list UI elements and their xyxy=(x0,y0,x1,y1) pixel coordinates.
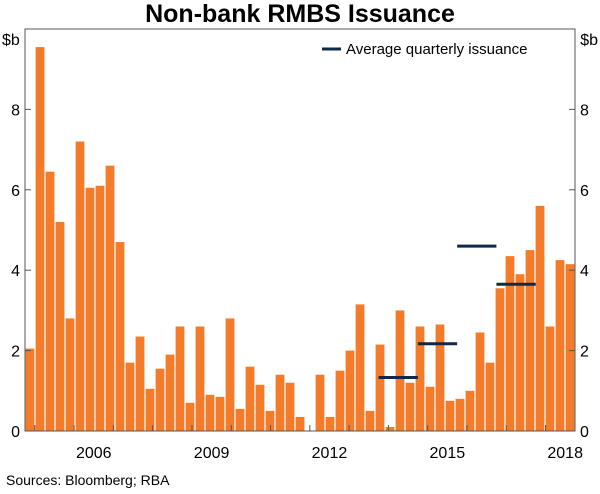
bar xyxy=(495,288,505,431)
x-tick-label: 2012 xyxy=(312,445,348,462)
bar xyxy=(525,250,535,431)
bar xyxy=(35,47,45,432)
bar xyxy=(335,370,345,431)
x-tick-label: 2006 xyxy=(76,445,112,462)
y-axis-unit-left: $b xyxy=(2,32,20,49)
bar xyxy=(115,242,125,431)
bar xyxy=(215,396,225,431)
bar xyxy=(85,187,95,431)
y-tick-label-right: 8 xyxy=(580,102,589,119)
bar xyxy=(425,386,435,431)
y-tick-label-left: 0 xyxy=(11,424,20,441)
x-tick-label: 2018 xyxy=(547,445,583,462)
bar xyxy=(125,362,135,431)
bar xyxy=(275,374,285,431)
bar xyxy=(415,326,425,431)
bar xyxy=(205,394,215,431)
bar xyxy=(345,350,355,431)
bar xyxy=(235,408,245,431)
y-tick-label-left: 6 xyxy=(11,183,20,200)
bar xyxy=(355,304,365,431)
bar xyxy=(25,348,35,431)
bar xyxy=(395,310,405,431)
chart-title: Non-bank RMBS Issuance xyxy=(145,0,455,28)
bar xyxy=(515,274,525,431)
bar xyxy=(95,185,105,431)
bar xyxy=(435,324,445,431)
bar xyxy=(295,416,305,431)
bar-group xyxy=(25,47,575,432)
bar xyxy=(155,368,165,431)
y-tick-label-right: 4 xyxy=(580,263,589,280)
bar xyxy=(545,326,555,431)
average-lines xyxy=(378,244,536,380)
x-axis-ticks: 2006 2009 2012 2015 2018 xyxy=(34,425,583,462)
bar xyxy=(325,416,335,431)
bar xyxy=(45,171,55,431)
legend-label: Average quarterly issuance xyxy=(346,41,528,58)
x-tick-label: 2015 xyxy=(430,445,466,462)
bar xyxy=(475,332,485,431)
bar xyxy=(405,382,415,431)
bar xyxy=(75,141,85,431)
bar xyxy=(535,205,545,431)
bar xyxy=(135,336,145,431)
bar xyxy=(555,260,565,431)
y-tick-label-right: 6 xyxy=(580,183,589,200)
y-axis-ticks: 0 0 2 2 4 4 6 6 8 8 xyxy=(11,102,589,441)
bar xyxy=(65,318,75,431)
plot-border xyxy=(24,28,576,432)
x-tick-label: 2009 xyxy=(194,445,230,462)
bar xyxy=(145,388,155,431)
bar xyxy=(185,402,195,431)
bar xyxy=(485,362,495,431)
bar xyxy=(455,398,465,431)
bar xyxy=(565,264,575,431)
bar xyxy=(55,221,65,431)
bar xyxy=(285,382,295,431)
bar xyxy=(175,326,185,431)
bar xyxy=(165,354,175,431)
bar xyxy=(385,426,395,431)
bar xyxy=(195,326,205,431)
bar xyxy=(365,410,375,431)
bar xyxy=(315,374,325,431)
y-tick-label-left: 2 xyxy=(11,344,20,361)
bar xyxy=(375,344,385,431)
bar xyxy=(445,400,455,431)
bar xyxy=(105,165,115,431)
bar xyxy=(505,256,515,431)
y-tick-label-left: 8 xyxy=(11,102,20,119)
bar xyxy=(465,390,475,431)
bar xyxy=(245,366,255,431)
bar xyxy=(225,318,235,431)
bar xyxy=(255,384,265,431)
y-tick-label-right: 0 xyxy=(580,424,589,441)
source-note: Sources: Bloomberg; RBA xyxy=(6,472,170,488)
y-axis-unit-right: $b xyxy=(580,32,598,49)
y-tick-label-right: 2 xyxy=(580,344,589,361)
y-tick-label-left: 4 xyxy=(11,263,20,280)
bar xyxy=(265,410,275,431)
